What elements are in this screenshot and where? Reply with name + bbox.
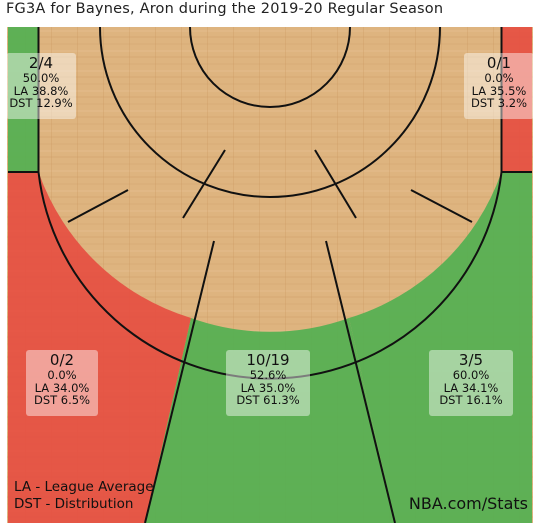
zone-label-left-wing-3: 0/2 0.0% LA 34.0% DST 6.5% xyxy=(26,350,98,416)
court-svg xyxy=(7,27,533,523)
zone-pct: 60.0% xyxy=(452,368,490,382)
left-wing-divider xyxy=(144,240,215,523)
mid-divider-3 xyxy=(314,149,357,219)
zone-dst: DST 16.1% xyxy=(439,393,503,407)
mid-divider-1 xyxy=(67,189,129,223)
legend-dst: DST - Distribution xyxy=(14,496,134,512)
chart-title: FG3A for Baynes, Aron during the 2019-20… xyxy=(6,1,444,17)
zone-frac: 3/5 xyxy=(458,351,484,369)
zone-la: LA 35.0% xyxy=(240,380,296,395)
zone-frac: 10/19 xyxy=(246,351,290,369)
zone-pct: 0.0% xyxy=(47,368,77,382)
zone-pct: 50.0% xyxy=(22,71,60,85)
zone-dst: DST 12.9% xyxy=(9,96,73,110)
zone-dst: DST 3.2% xyxy=(470,96,528,110)
zone-fill-right-wing-3 xyxy=(349,172,532,523)
zone-pct: 0.0% xyxy=(484,71,514,85)
three-point-arc-line xyxy=(37,171,503,380)
zone-frac: 2/4 xyxy=(28,54,54,72)
zone-label-right-corner-3: 0/1 0.0% LA 35.5% DST 3.2% xyxy=(464,53,534,119)
zone-la: LA 34.0% xyxy=(34,380,90,395)
zone-fill-left-wing-3 xyxy=(8,172,191,523)
legend-la: LA - League Average xyxy=(14,479,154,495)
mid-divider-4 xyxy=(410,189,473,223)
zone-frac: 0/1 xyxy=(486,54,512,72)
zone-la: LA 35.5% xyxy=(471,83,527,98)
zone-fill-right-corner-3 xyxy=(501,27,532,172)
zone-dst: DST 61.3% xyxy=(236,393,300,407)
zone-la: LA 38.8% xyxy=(13,83,69,98)
zone-label-left-corner-3: 2/4 50.0% LA 38.8% DST 12.9% xyxy=(6,53,76,119)
restricted-arc-line xyxy=(189,27,351,108)
mid-arc-line xyxy=(99,27,441,198)
zone-frac: 0/2 xyxy=(49,351,75,369)
zone-dst: DST 6.5% xyxy=(33,393,91,407)
mid-divider-2 xyxy=(182,149,226,219)
zone-fill-left-corner-3 xyxy=(8,27,39,172)
source-credit: NBA.com/Stats xyxy=(408,494,528,513)
zone-label-right-wing-3: 3/5 60.0% LA 34.1% DST 16.1% xyxy=(429,350,513,416)
zone-label-top-of-key-3: 10/19 52.6% LA 35.0% DST 61.3% xyxy=(226,350,310,416)
right-wing-divider xyxy=(325,240,396,523)
zone-la: LA 34.1% xyxy=(443,380,499,395)
zone-pct: 52.6% xyxy=(249,368,287,382)
